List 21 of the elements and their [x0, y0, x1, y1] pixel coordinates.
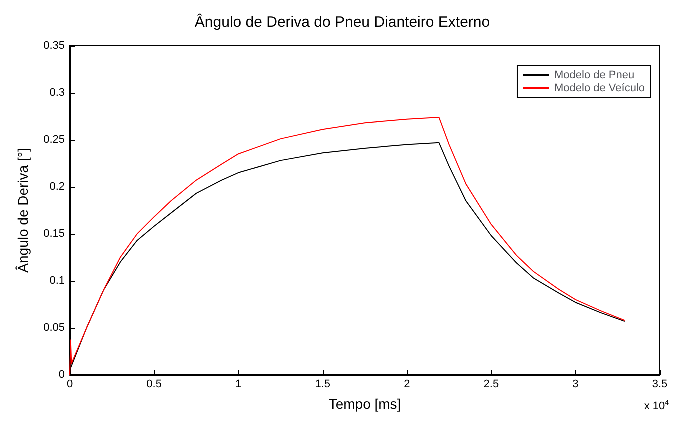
- y-tick-label: 0.35: [44, 40, 65, 52]
- x-tick-label: 0.5: [146, 378, 162, 390]
- x-tick-label: 0: [66, 378, 74, 390]
- y-axis-title: Ângulo de Deriva [°]: [15, 148, 31, 273]
- x-axis-title: Tempo [ms]: [328, 396, 402, 412]
- x-tick-label: 1: [236, 378, 242, 390]
- y-tick-label: 0.25: [44, 134, 65, 146]
- y-tick-label: 0.1: [50, 275, 65, 287]
- x-tick-label: 3: [572, 378, 579, 390]
- x-tick-label: 3.5: [652, 378, 668, 390]
- y-tick-label: 0.05: [44, 322, 65, 334]
- y-tick-label: 0.3: [50, 87, 65, 99]
- chart-title: Ângulo de Deriva do Pneu Dianteiro Externo: [194, 13, 490, 31]
- x-tick-label: 2: [404, 378, 410, 390]
- y-tick-label: 0.15: [44, 228, 65, 240]
- x-tick-label: 2.5: [484, 378, 500, 390]
- x-tick-label: 1.5: [315, 378, 331, 390]
- y-tick-label: 0: [58, 369, 65, 381]
- y-tick-label: 0.2: [50, 181, 65, 193]
- legend-label: Modelo de Veículo: [554, 82, 646, 94]
- legend-label: Modelo de Pneu: [554, 70, 635, 82]
